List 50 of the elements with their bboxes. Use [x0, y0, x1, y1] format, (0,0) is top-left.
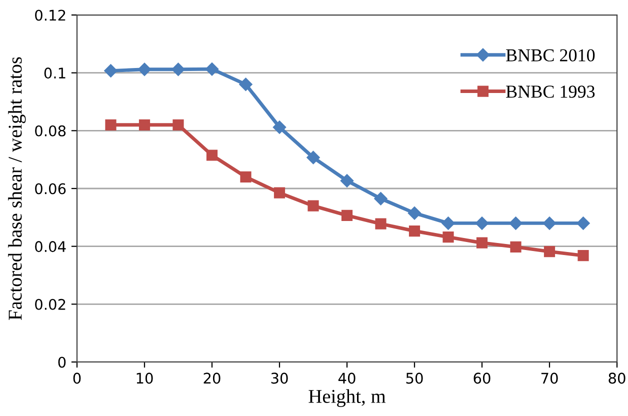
x-axis-title: Height, m [308, 389, 386, 407]
legend-label: BNBC 1993 [506, 86, 595, 98]
point [544, 246, 556, 258]
point [442, 232, 454, 243]
point [104, 64, 118, 78]
point [475, 216, 489, 230]
x-tick-label: 30 [271, 372, 288, 384]
x-tick-label: 70 [541, 372, 558, 384]
point [274, 187, 286, 198]
point [542, 216, 556, 230]
point [374, 192, 388, 206]
point [172, 62, 185, 76]
point [442, 216, 455, 230]
point [239, 78, 252, 91]
point [578, 250, 589, 262]
y-tick-label: 0.06 [35, 183, 66, 194]
y-axis-title: Factored base shear / weight ratos [8, 57, 26, 320]
x-tick-label: 50 [406, 372, 423, 384]
point [105, 119, 116, 130]
x-tick-label: 10 [136, 372, 153, 384]
x-tick-label: 40 [338, 372, 356, 384]
point [138, 62, 152, 76]
point [509, 216, 522, 230]
y-tick-label: 0.1 [44, 68, 66, 79]
x-tick-label: 20 [204, 372, 220, 384]
point [308, 200, 319, 212]
point [341, 210, 353, 221]
point [375, 218, 386, 230]
point [576, 216, 590, 230]
x-tick-label: 80 [608, 372, 626, 384]
point [476, 237, 488, 248]
point [306, 150, 320, 164]
x-tick-label: 60 [474, 372, 490, 384]
y-tick-label: 0 [58, 356, 66, 368]
point [408, 206, 422, 220]
x-tick-label: 0 [73, 372, 81, 384]
point [205, 62, 219, 76]
point [206, 150, 218, 161]
point [340, 174, 354, 188]
point [240, 171, 252, 182]
point [510, 241, 522, 252]
y-tick-label: 0.08 [35, 125, 66, 136]
point [272, 120, 286, 134]
point [138, 119, 150, 130]
point [172, 119, 184, 130]
y-tick-label: 0.12 [35, 10, 66, 21]
point [408, 225, 420, 237]
y-tick-label: 0.04 [35, 241, 66, 252]
y-tick-label: 0.02 [35, 298, 66, 310]
legend-label: BNBC 2010 [506, 49, 595, 62]
